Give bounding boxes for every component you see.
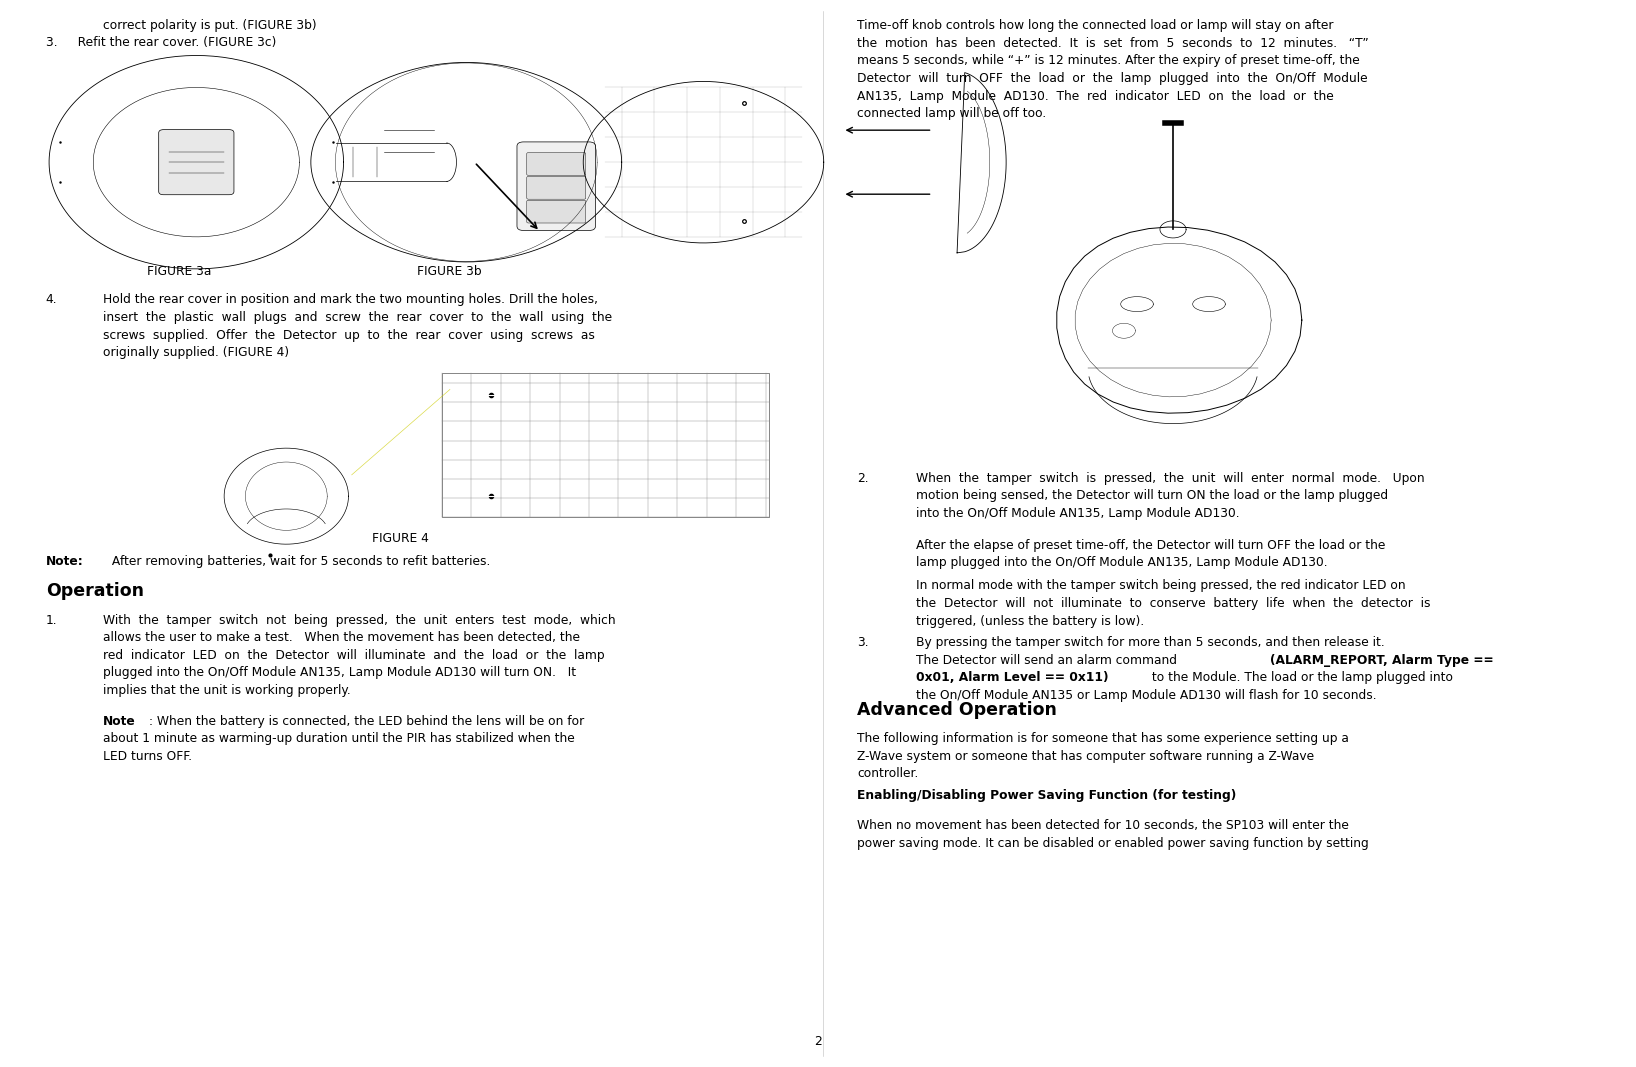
Text: 4.: 4. (46, 293, 57, 306)
Text: After the elapse of preset time-off, the Detector will turn OFF the load or the: After the elapse of preset time-off, the… (916, 539, 1386, 552)
Text: into the On/Off Module AN135, Lamp Module AD130.: into the On/Off Module AN135, Lamp Modul… (916, 507, 1240, 520)
Text: 3.: 3. (857, 636, 869, 649)
Text: the On/Off Module AN135 or Lamp Module AD130 will flash for 10 seconds.: the On/Off Module AN135 or Lamp Module A… (916, 689, 1378, 702)
Text: motion being sensed, the Detector will turn ON the load or the lamp plugged: motion being sensed, the Detector will t… (916, 489, 1389, 503)
Text: FIGURE 3a: FIGURE 3a (147, 265, 211, 277)
Text: insert  the  plastic  wall  plugs  and  screw  the  rear  cover  to  the  wall  : insert the plastic wall plugs and screw … (103, 312, 612, 324)
Text: When  the  tamper  switch  is  pressed,  the  unit  will  enter  normal  mode.  : When the tamper switch is pressed, the u… (916, 472, 1425, 484)
Text: (ALARM_REPORT, Alarm Type ==: (ALARM_REPORT, Alarm Type == (1270, 653, 1494, 667)
Text: FIGURE 4: FIGURE 4 (373, 532, 429, 545)
Text: lamp plugged into the On/Off Module AN135, Lamp Module AD130.: lamp plugged into the On/Off Module AN13… (916, 557, 1328, 570)
Text: controller.: controller. (857, 767, 919, 780)
FancyBboxPatch shape (527, 201, 586, 223)
Text: The following information is for someone that has some experience setting up a: The following information is for someone… (857, 732, 1350, 745)
Text: When no movement has been detected for 10 seconds, the SP103 will enter the: When no movement has been detected for 1… (857, 819, 1350, 832)
Text: correct polarity is put. (FIGURE 3b): correct polarity is put. (FIGURE 3b) (103, 19, 317, 32)
Text: By pressing the tamper switch for more than 5 seconds, and then release it.: By pressing the tamper switch for more t… (916, 636, 1386, 649)
Text: The Detector will send an alarm command: The Detector will send an alarm command (916, 653, 1181, 667)
Text: AN135,  Lamp  Module  AD130.  The  red  indicator  LED  on  the  load  or  the: AN135, Lamp Module AD130. The red indica… (857, 90, 1333, 102)
Text: 3.   Refit the rear cover. (FIGURE 3c): 3. Refit the rear cover. (FIGURE 3c) (46, 36, 276, 49)
Text: With  the  tamper  switch  not  being  pressed,  the  unit  enters  test  mode, : With the tamper switch not being pressed… (103, 614, 615, 626)
Text: Operation: Operation (46, 582, 144, 600)
FancyBboxPatch shape (527, 153, 586, 175)
Text: triggered, (unless the battery is low).: triggered, (unless the battery is low). (916, 615, 1145, 627)
Text: power saving mode. It can be disabled or enabled power saving function by settin: power saving mode. It can be disabled or… (857, 837, 1369, 850)
Text: connected lamp will be off too.: connected lamp will be off too. (857, 108, 1047, 121)
Text: After removing batteries, wait for 5 seconds to refit batteries.: After removing batteries, wait for 5 sec… (108, 555, 491, 568)
Text: red  indicator  LED  on  the  Detector  will  illuminate  and  the  load  or  th: red indicator LED on the Detector will i… (103, 649, 605, 662)
Text: Note:: Note: (46, 555, 83, 568)
Text: about 1 minute as warming-up duration until the PIR has stabilized when the: about 1 minute as warming-up duration un… (103, 732, 574, 746)
FancyBboxPatch shape (517, 142, 596, 230)
FancyBboxPatch shape (527, 176, 586, 200)
Text: : When the battery is connected, the LED behind the lens will be on for: : When the battery is connected, the LED… (149, 715, 584, 728)
Text: Detector  will  turn  OFF  the  load  or  the  lamp  plugged  into  the  On/Off : Detector will turn OFF the load or the l… (857, 73, 1368, 85)
Text: screws  supplied.  Offer  the  Detector  up  to  the  rear  cover  using  screws: screws supplied. Offer the Detector up t… (103, 329, 596, 341)
Text: 2: 2 (815, 1035, 821, 1048)
Text: plugged into the On/Off Module AN135, Lamp Module AD130 will turn ON.   It: plugged into the On/Off Module AN135, La… (103, 666, 576, 680)
Text: Time-off knob controls how long the connected load or lamp will stay on after: Time-off knob controls how long the conn… (857, 19, 1333, 32)
Text: Hold the rear cover in position and mark the two mounting holes. Drill the holes: Hold the rear cover in position and mark… (103, 293, 599, 306)
Text: implies that the unit is working properly.: implies that the unit is working properl… (103, 684, 350, 697)
Text: Enabling/Disabling Power Saving Function (for testing): Enabling/Disabling Power Saving Function… (857, 789, 1237, 801)
FancyBboxPatch shape (159, 129, 234, 194)
Text: Note: Note (103, 715, 136, 728)
Text: originally supplied. (FIGURE 4): originally supplied. (FIGURE 4) (103, 346, 290, 360)
Text: the  Detector  will  not  illuminate  to  conserve  battery  life  when  the  de: the Detector will not illuminate to cons… (916, 596, 1430, 610)
Text: to the Module. The load or the lamp plugged into: to the Module. The load or the lamp plug… (1148, 671, 1453, 684)
Text: In normal mode with the tamper switch being pressed, the red indicator LED on: In normal mode with the tamper switch be… (916, 579, 1405, 592)
Text: 2.: 2. (857, 472, 869, 484)
Text: 0x01, Alarm Level == 0x11): 0x01, Alarm Level == 0x11) (916, 671, 1109, 684)
Text: 1.: 1. (46, 614, 57, 626)
Text: Advanced Operation: Advanced Operation (857, 701, 1057, 719)
Text: Z-Wave system or someone that has computer software running a Z-Wave: Z-Wave system or someone that has comput… (857, 749, 1314, 763)
Text: LED turns OFF.: LED turns OFF. (103, 750, 191, 763)
Text: allows the user to make a test.   When the movement has been detected, the: allows the user to make a test. When the… (103, 632, 581, 644)
Text: the  motion  has  been  detected.  It  is  set  from  5  seconds  to  12  minute: the motion has been detected. It is set … (857, 36, 1369, 50)
Text: means 5 seconds, while “+” is 12 minutes. After the expiry of preset time-off, t: means 5 seconds, while “+” is 12 minutes… (857, 54, 1360, 67)
Text: FIGURE 3b: FIGURE 3b (417, 265, 483, 277)
